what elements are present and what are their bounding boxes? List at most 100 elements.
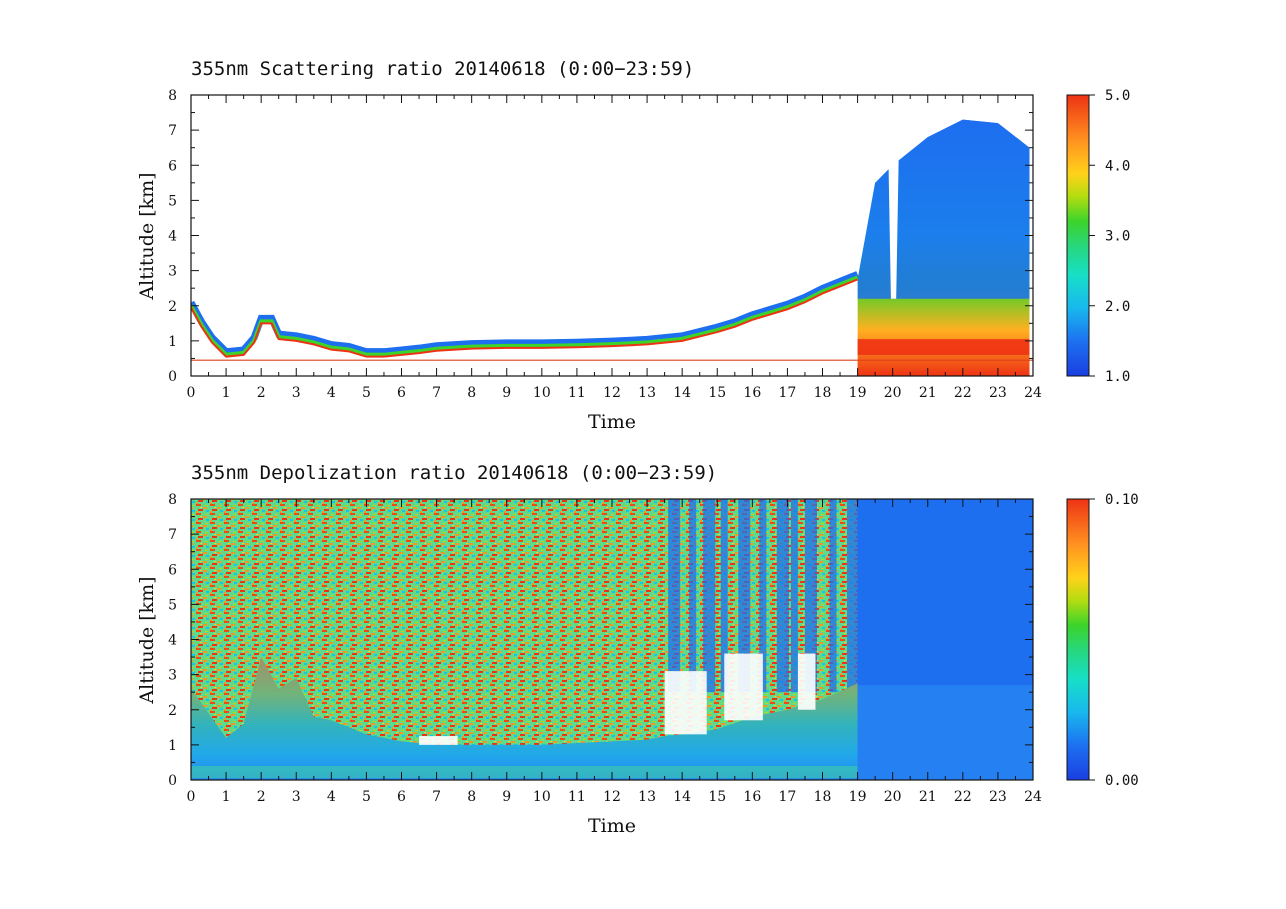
plot-1-lines (191, 271, 1033, 361)
x-tick-label: 11 (568, 789, 586, 805)
blue-streak (720, 499, 728, 693)
blue-streak (689, 499, 697, 693)
y-tick-label: 7 (168, 123, 177, 139)
plot-1-x-axis: 0 1 2 3 4 5 6 7 8 9 10 11 12 13 14 15 16 17 18 19 20 21 22 23 24 (187, 95, 1042, 401)
aerosol-upper-region (857, 119, 1030, 299)
low-layer-tint (191, 657, 858, 780)
x-tick-label: 17 (779, 385, 797, 401)
boundary-layer-interior (191, 279, 858, 361)
blue-streak (776, 499, 789, 693)
plot-2-area (191, 499, 1033, 780)
x-tick-label: 20 (884, 385, 902, 401)
x-tick-label: 24 (1024, 385, 1042, 401)
colorbar-1-gradient (1066, 94, 1090, 377)
saturated-patch (664, 671, 707, 735)
x-tick-label: 9 (502, 789, 511, 805)
x-tick-label: 22 (954, 789, 972, 805)
y-tick-label: 8 (168, 492, 177, 508)
plot-2-x-axis: 0 1 2 3 4 5 6 7 8 9 10 11 12 13 14 15 16 17 18 19 20 21 22 23 24 (187, 499, 1042, 805)
y-tick-label: 4 (168, 229, 177, 245)
y-tick-label: 5 (168, 193, 177, 209)
y-tick-label: 3 (168, 264, 177, 280)
y-tick-label: 1 (168, 738, 177, 754)
y-tick-label: 6 (168, 158, 177, 174)
blue-streak (738, 499, 751, 693)
colorbar-1: 1.0 2.0 3.0 4.0 5.0 (1066, 88, 1130, 385)
colorbar-tick-label: 5.0 (1105, 88, 1130, 104)
x-tick-label: 7 (432, 385, 441, 401)
plot-2-fill (191, 499, 1033, 780)
x-tick-label: 0 (187, 385, 196, 401)
x-tick-label: 10 (533, 789, 551, 805)
saturated-patch (419, 736, 458, 745)
clean-region-low (857, 685, 1033, 780)
x-tick-label: 16 (743, 789, 761, 805)
x-tick-label: 6 (397, 789, 406, 805)
blue-streak (759, 499, 767, 693)
x-tick-label: 17 (779, 789, 797, 805)
y-tick-label: 5 (168, 597, 177, 613)
blue-streak (790, 499, 798, 693)
x-tick-label: 16 (743, 385, 761, 401)
x-tick-label: 1 (222, 789, 231, 805)
x-tick-label: 10 (533, 385, 551, 401)
x-tick-label: 4 (327, 789, 336, 805)
chart-1-y-label: Altitude [km] (136, 172, 158, 300)
x-tick-label: 5 (362, 789, 371, 805)
saturated-patch (724, 653, 763, 721)
y-tick-label: 1 (168, 334, 177, 350)
x-tick-label: 15 (708, 385, 726, 401)
x-tick-label: 12 (603, 789, 621, 805)
y-tick-label: 0 (168, 369, 177, 385)
blue-streak (847, 499, 860, 693)
chart-2-y-label: Altitude [km] (136, 576, 158, 704)
saturated-patch (797, 653, 816, 710)
y-tick-label: 4 (168, 633, 177, 649)
x-tick-label: 24 (1024, 789, 1042, 805)
x-tick-label: 9 (502, 385, 511, 401)
y-tick-label: 8 (168, 88, 177, 104)
x-tick-label: 21 (919, 789, 937, 805)
x-tick-label: 3 (292, 789, 301, 805)
chart-2-title: 355nm Depolization ratio 20140618 (0:00−… (191, 462, 717, 484)
plot-1-area (191, 95, 1033, 376)
x-tick-label: 8 (467, 385, 476, 401)
x-tick-label: 19 (849, 385, 867, 401)
colorbar-2: 0.00 0.10 (1066, 492, 1139, 789)
x-tick-label: 22 (954, 385, 972, 401)
x-tick-label: 4 (327, 385, 336, 401)
x-tick-label: 2 (257, 385, 266, 401)
colorbar-1-ticks: 1.0 2.0 3.0 4.0 5.0 (1089, 88, 1130, 385)
y-tick-label: 6 (168, 562, 177, 578)
plot-1-fill (191, 102, 1030, 376)
y-tick-label: 2 (168, 299, 177, 315)
x-tick-label: 12 (603, 385, 621, 401)
x-tick-label: 15 (708, 789, 726, 805)
colorbar-tick-label: 1.0 (1105, 369, 1130, 385)
colorbar-tick-label: 0.00 (1105, 773, 1139, 789)
y-tick-label: 3 (168, 668, 177, 684)
y-tick-label: 7 (168, 527, 177, 543)
x-tick-label: 19 (849, 789, 867, 805)
x-tick-label: 0 (187, 789, 196, 805)
y-tick-label: 2 (168, 703, 177, 719)
colorbar-tick-label: 3.0 (1105, 229, 1130, 245)
colorbar-2-gradient (1066, 498, 1090, 781)
colorbar-tick-label: 2.0 (1105, 299, 1130, 315)
blue-streak (668, 499, 681, 693)
low-layer-band (857, 339, 1030, 355)
x-tick-label: 3 (292, 385, 301, 401)
x-tick-label: 13 (638, 789, 656, 805)
colorbar-tick-label: 0.10 (1105, 492, 1139, 508)
x-tick-label: 20 (884, 789, 902, 805)
low-layer (191, 657, 858, 780)
x-tick-label: 8 (467, 789, 476, 805)
chart-1-title: 355nm Scattering ratio 20140618 (0:00−23… (191, 58, 694, 80)
plot-1-y-axis: 0 1 2 3 4 5 6 7 8 (168, 88, 1033, 385)
y-tick-label: 0 (168, 773, 177, 789)
blue-streak (829, 499, 837, 693)
x-tick-label: 18 (814, 789, 832, 805)
blue-streak (804, 499, 817, 693)
x-tick-label: 6 (397, 385, 406, 401)
